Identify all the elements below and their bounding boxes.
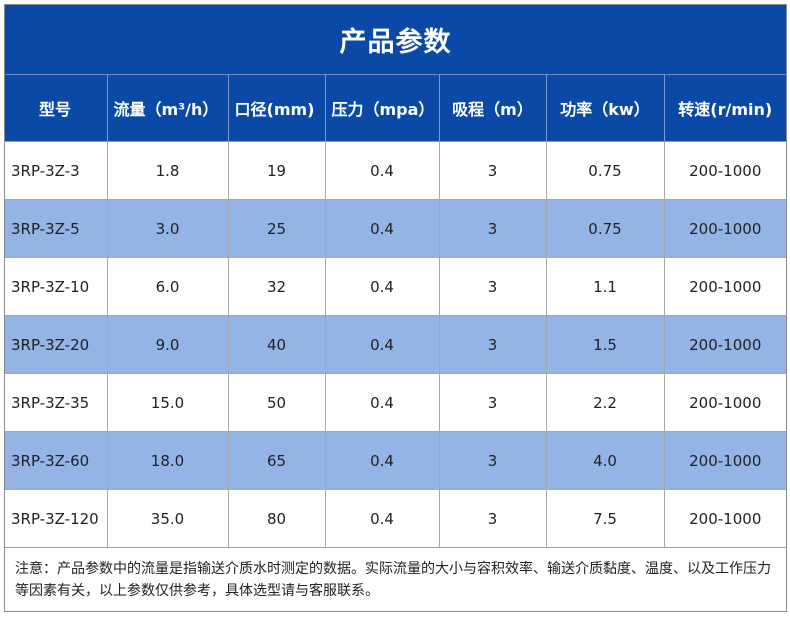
cell-flow: 15.0: [107, 373, 229, 432]
table-row: 3RP-3Z-3 1.8 19 0.4 3 0.75 200-1000: [5, 141, 786, 200]
header-model: 型号: [5, 75, 108, 142]
cell-pressure: 0.4: [325, 373, 440, 432]
cell-model: 3RP-3Z-35: [5, 373, 108, 432]
cell-speed: 200-1000: [664, 199, 786, 258]
cell-model: 3RP-3Z-3: [5, 141, 108, 200]
cell-diameter: 19: [228, 141, 326, 200]
header-diameter: 口径(mm): [228, 75, 326, 142]
table-row: 3RP-3Z-5 3.0 25 0.4 3 0.75 200-1000: [5, 199, 786, 258]
table-row: 3RP-3Z-120 35.0 80 0.4 3 7.5 200-1000: [5, 489, 786, 548]
cell-pressure: 0.4: [325, 257, 440, 316]
cell-model: 3RP-3Z-120: [5, 489, 108, 548]
cell-power: 0.75: [546, 141, 665, 200]
header-suction: 吸程（m）: [439, 75, 547, 142]
cell-speed: 200-1000: [664, 141, 786, 200]
cell-model: 3RP-3Z-10: [5, 257, 108, 316]
cell-speed: 200-1000: [664, 489, 786, 548]
cell-flow: 18.0: [107, 431, 229, 490]
header-speed: 转速(r/min): [664, 75, 786, 142]
cell-power: 2.2: [546, 373, 665, 432]
cell-flow: 3.0: [107, 199, 229, 258]
table-row: 3RP-3Z-10 6.0 32 0.4 3 1.1 200-1000: [5, 257, 786, 316]
product-parameters-sheet: 产品参数 型号 流量（m³/h） 口径(mm) 压力（mpa） 吸程（m） 功率…: [4, 4, 787, 612]
table-header-row: 型号 流量（m³/h） 口径(mm) 压力（mpa） 吸程（m） 功率（kw） …: [5, 75, 786, 142]
cell-model: 3RP-3Z-20: [5, 315, 108, 374]
cell-speed: 200-1000: [664, 257, 786, 316]
header-power: 功率（kw）: [546, 75, 665, 142]
cell-pressure: 0.4: [325, 315, 440, 374]
cell-pressure: 0.4: [325, 199, 440, 258]
cell-power: 1.5: [546, 315, 665, 374]
cell-speed: 200-1000: [664, 315, 786, 374]
cell-suction: 3: [439, 373, 547, 432]
footnote: 注意：产品参数中的流量是指输送介质水时测定的数据。实际流量的大小与容积效率、输送…: [15, 561, 771, 599]
cell-diameter: 25: [228, 199, 326, 258]
cell-speed: 200-1000: [664, 431, 786, 490]
parameters-table: 型号 流量（m³/h） 口径(mm) 压力（mpa） 吸程（m） 功率（kw） …: [5, 75, 786, 548]
cell-pressure: 0.4: [325, 141, 440, 200]
cell-flow: 35.0: [107, 489, 229, 548]
cell-suction: 3: [439, 141, 547, 200]
cell-diameter: 65: [228, 431, 326, 490]
cell-suction: 3: [439, 199, 547, 258]
table-row: 3RP-3Z-60 18.0 65 0.4 3 4.0 200-1000: [5, 431, 786, 490]
cell-diameter: 50: [228, 373, 326, 432]
cell-suction: 3: [439, 315, 547, 374]
cell-suction: 3: [439, 257, 547, 316]
cell-pressure: 0.4: [325, 489, 440, 548]
page-title: 产品参数: [5, 5, 786, 75]
cell-power: 4.0: [546, 431, 665, 490]
cell-flow: 1.8: [107, 141, 229, 200]
cell-pressure: 0.4: [325, 431, 440, 490]
cell-power: 1.1: [546, 257, 665, 316]
cell-diameter: 32: [228, 257, 326, 316]
cell-model: 3RP-3Z-5: [5, 199, 108, 258]
cell-suction: 3: [439, 489, 547, 548]
cell-model: 3RP-3Z-60: [5, 431, 108, 490]
cell-speed: 200-1000: [664, 373, 786, 432]
cell-suction: 3: [439, 431, 547, 490]
table-row: 3RP-3Z-20 9.0 40 0.4 3 1.5 200-1000: [5, 315, 786, 374]
cell-flow: 9.0: [107, 315, 229, 374]
header-flow: 流量（m³/h）: [107, 75, 229, 142]
header-pressure: 压力（mpa）: [325, 75, 440, 142]
cell-power: 0.75: [546, 199, 665, 258]
table-row: 3RP-3Z-35 15.0 50 0.4 3 2.2 200-1000: [5, 373, 786, 432]
cell-diameter: 80: [228, 489, 326, 548]
cell-diameter: 40: [228, 315, 326, 374]
cell-power: 7.5: [546, 489, 665, 548]
cell-flow: 6.0: [107, 257, 229, 316]
